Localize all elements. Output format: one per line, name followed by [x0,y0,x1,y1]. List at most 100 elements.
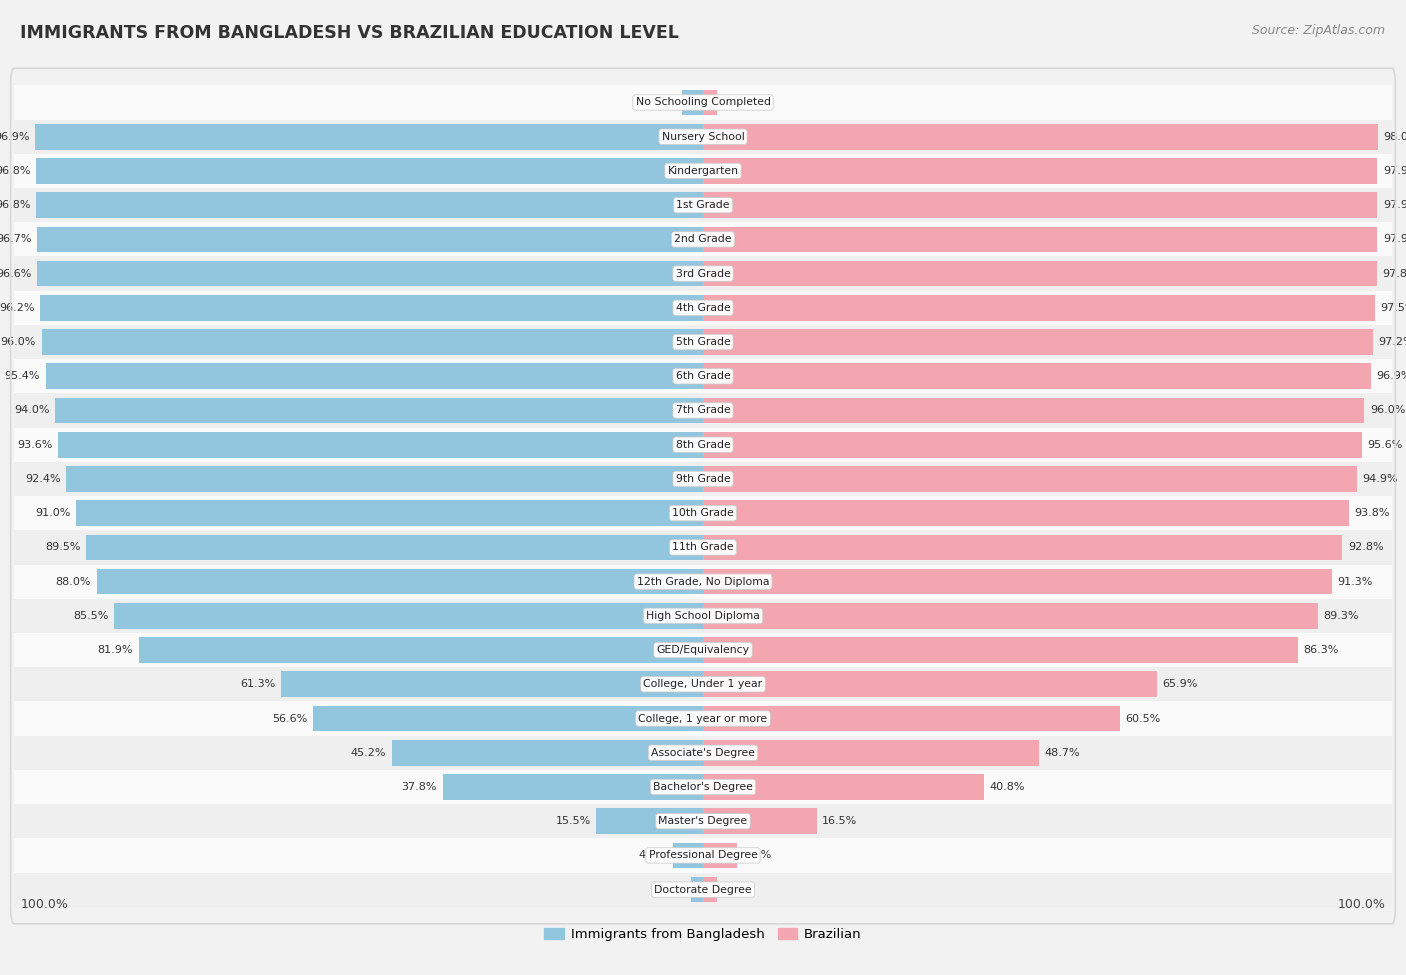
Text: 2nd Grade: 2nd Grade [675,234,731,245]
Text: 92.4%: 92.4% [25,474,60,484]
Bar [703,466,1357,491]
Text: 98.0%: 98.0% [1384,132,1406,141]
Text: 96.9%: 96.9% [0,132,30,141]
Bar [14,86,1392,120]
Bar [703,398,1364,423]
Text: 56.6%: 56.6% [273,714,308,723]
Bar [14,325,1392,359]
Text: Nursery School: Nursery School [662,132,744,141]
Bar [14,496,1392,530]
Bar [703,638,1298,663]
Text: 85.5%: 85.5% [73,611,108,621]
Text: 6th Grade: 6th Grade [676,371,730,381]
Bar [14,873,1392,907]
Bar [38,260,703,287]
Text: Doctorate Degree: Doctorate Degree [654,884,752,895]
Text: 93.8%: 93.8% [1355,508,1391,518]
Bar [55,398,703,423]
Bar [703,877,717,903]
Text: 92.8%: 92.8% [1348,542,1384,553]
Text: Master's Degree: Master's Degree [658,816,748,826]
Text: 97.9%: 97.9% [1384,200,1406,211]
Text: 15.5%: 15.5% [555,816,591,826]
Bar [42,330,703,355]
Text: 61.3%: 61.3% [240,680,276,689]
Bar [139,638,703,663]
Bar [58,432,703,457]
Text: High School Diploma: High School Diploma [647,611,759,621]
Bar [14,188,1392,222]
Bar [703,330,1372,355]
Bar [14,633,1392,667]
Text: Associate's Degree: Associate's Degree [651,748,755,758]
Text: 97.9%: 97.9% [1384,166,1406,175]
Text: Kindergarten: Kindergarten [668,166,738,175]
Text: 96.7%: 96.7% [0,234,31,245]
Text: 11th Grade: 11th Grade [672,542,734,553]
Text: 96.2%: 96.2% [0,303,35,313]
Text: 100.0%: 100.0% [21,898,69,911]
Bar [14,530,1392,565]
Bar [314,706,703,731]
Text: 65.9%: 65.9% [1163,680,1198,689]
Text: 88.0%: 88.0% [56,576,91,587]
Text: 93.6%: 93.6% [17,440,52,449]
Bar [41,295,703,321]
Bar [14,565,1392,599]
Bar [596,808,703,834]
Text: 1st Grade: 1st Grade [676,200,730,211]
Text: 45.2%: 45.2% [350,748,387,758]
Text: 97.2%: 97.2% [1378,337,1406,347]
Text: 1.8%: 1.8% [657,884,685,895]
Text: 12th Grade, No Diploma: 12th Grade, No Diploma [637,576,769,587]
Bar [392,740,703,765]
Bar [14,428,1392,462]
Bar [703,432,1361,457]
Text: 40.8%: 40.8% [990,782,1025,792]
Text: 8th Grade: 8th Grade [676,440,730,449]
Bar [703,192,1378,218]
Text: 7th Grade: 7th Grade [676,406,730,415]
Legend: Immigrants from Bangladesh, Brazilian: Immigrants from Bangladesh, Brazilian [538,922,868,947]
Text: College, Under 1 year: College, Under 1 year [644,680,762,689]
Bar [682,90,703,115]
Text: 96.8%: 96.8% [0,166,31,175]
Text: Bachelor's Degree: Bachelor's Degree [652,782,754,792]
Text: 48.7%: 48.7% [1045,748,1080,758]
Bar [703,124,1378,149]
Bar [14,701,1392,735]
Bar [114,603,703,629]
Bar [703,740,1039,765]
Text: 94.0%: 94.0% [14,406,49,415]
Text: 97.8%: 97.8% [1382,268,1406,279]
Bar [703,364,1371,389]
Bar [14,120,1392,154]
Bar [703,568,1331,595]
Text: 86.3%: 86.3% [1303,645,1339,655]
Bar [703,500,1350,526]
Bar [14,735,1392,770]
Bar [37,226,703,253]
Bar [14,154,1392,188]
Text: 2.1%: 2.1% [723,98,751,107]
Bar [14,838,1392,873]
Bar [281,672,703,697]
Text: IMMIGRANTS FROM BANGLADESH VS BRAZILIAN EDUCATION LEVEL: IMMIGRANTS FROM BANGLADESH VS BRAZILIAN … [20,24,679,42]
Text: 97.5%: 97.5% [1381,303,1406,313]
Bar [690,877,703,903]
Bar [703,260,1376,287]
Text: 96.8%: 96.8% [0,200,31,211]
Bar [703,706,1119,731]
Bar [703,295,1375,321]
Text: 96.0%: 96.0% [1369,406,1405,415]
Bar [46,364,703,389]
Bar [97,568,703,595]
Bar [703,90,717,115]
Text: 97.9%: 97.9% [1384,234,1406,245]
Bar [672,842,703,869]
Text: 81.9%: 81.9% [98,645,134,655]
Text: 5th Grade: 5th Grade [676,337,730,347]
Text: Professional Degree: Professional Degree [648,850,758,860]
Text: 96.9%: 96.9% [1376,371,1406,381]
Text: 89.5%: 89.5% [45,542,82,553]
